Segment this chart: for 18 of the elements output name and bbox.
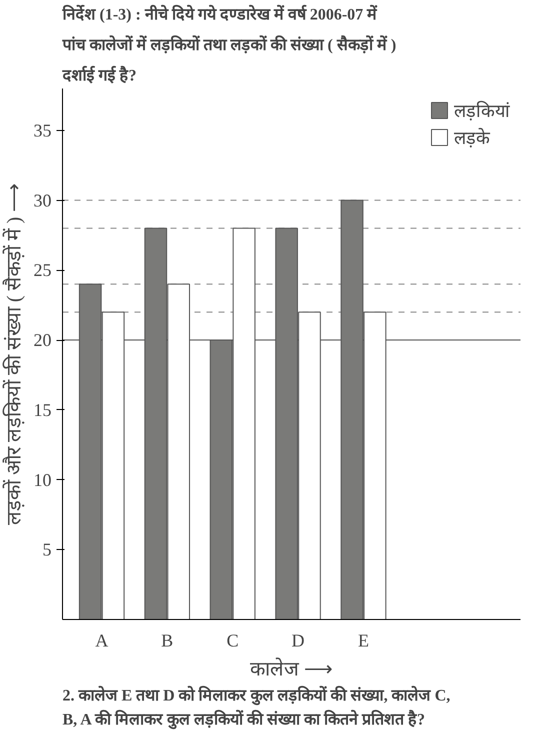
x-tick-label: A	[95, 630, 108, 650]
legend-label: लड़के	[454, 126, 490, 149]
y-tick-label: 25	[34, 260, 52, 280]
y-tick-label: 30	[34, 190, 52, 210]
y-tick-label: 35	[34, 120, 52, 140]
y-tick-label: 15	[34, 400, 52, 420]
x-tick-label: C	[226, 630, 239, 650]
x-tick-label: B	[161, 630, 174, 650]
x-tick-label: D	[292, 630, 305, 650]
chart-title: निर्देश (1-3) : नीचे दिये गये दण्डारेख में वर्ष 2006-07 में पांच कालेजों में लड़कियों तथा लड़कों की संख्या ( सैकड़ों में ) दर्शाई गई है?	[62, 4, 396, 84]
y-axis-title: लड़कों और लड़कियों की संख्या ( सैकड़ों में ) ⟶	[2, 182, 26, 526]
x-axis-title: कालेज ⟶	[250, 658, 333, 680]
y-tick-label: 20	[34, 330, 52, 350]
x-tick-label: E	[358, 630, 369, 650]
y-tick-label: 10	[34, 470, 52, 490]
text: 2. कालेज E तथा D को मिलाकर कुल लड़कियों की संख्या, कालेज C, B, A की मिलाकर कुल लड़कियों की संख्या का कितने प्रतिशत है?	[62, 686, 450, 730]
y-tick-label: 5	[42, 540, 52, 560]
legend-label: लड़कियां	[454, 100, 510, 122]
